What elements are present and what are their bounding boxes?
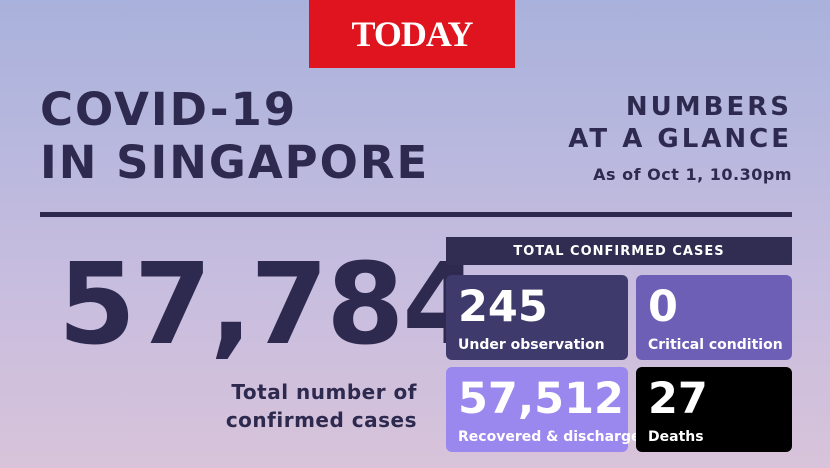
stat-value: 57,512 [458, 374, 624, 424]
total-label: confirmed cases [225, 408, 417, 432]
total-label: Total number of [231, 380, 417, 404]
total-value: 57,784 [58, 240, 480, 370]
stat-value: 0 [648, 282, 678, 332]
subtitle: NUMBERS [625, 92, 792, 122]
stat-label: Deaths [648, 429, 704, 445]
stat-card: 27 Deaths [636, 367, 792, 452]
stat-card: 245 Under observation [446, 275, 628, 360]
stat-label: Critical condition [648, 337, 783, 353]
stat-label: Under observation [458, 337, 605, 353]
divider [40, 212, 792, 217]
date: As of Oct 1, 10.30pm [593, 165, 792, 184]
stat-card: 57,512 Recovered & discharged [446, 367, 651, 452]
stat-value: 27 [648, 374, 708, 424]
stat-value: 245 [458, 282, 548, 332]
logo: TODAY [309, 0, 515, 68]
subtitle: AT A GLANCE [568, 124, 792, 154]
stat-card: 0 Critical condition [636, 275, 792, 360]
title: IN SINGAPORE [40, 136, 430, 189]
title: COVID-19 [40, 83, 298, 136]
panel-title: TOTAL CONFIRMED CASES [446, 237, 792, 265]
stat-label: Recovered & discharged [458, 429, 651, 445]
